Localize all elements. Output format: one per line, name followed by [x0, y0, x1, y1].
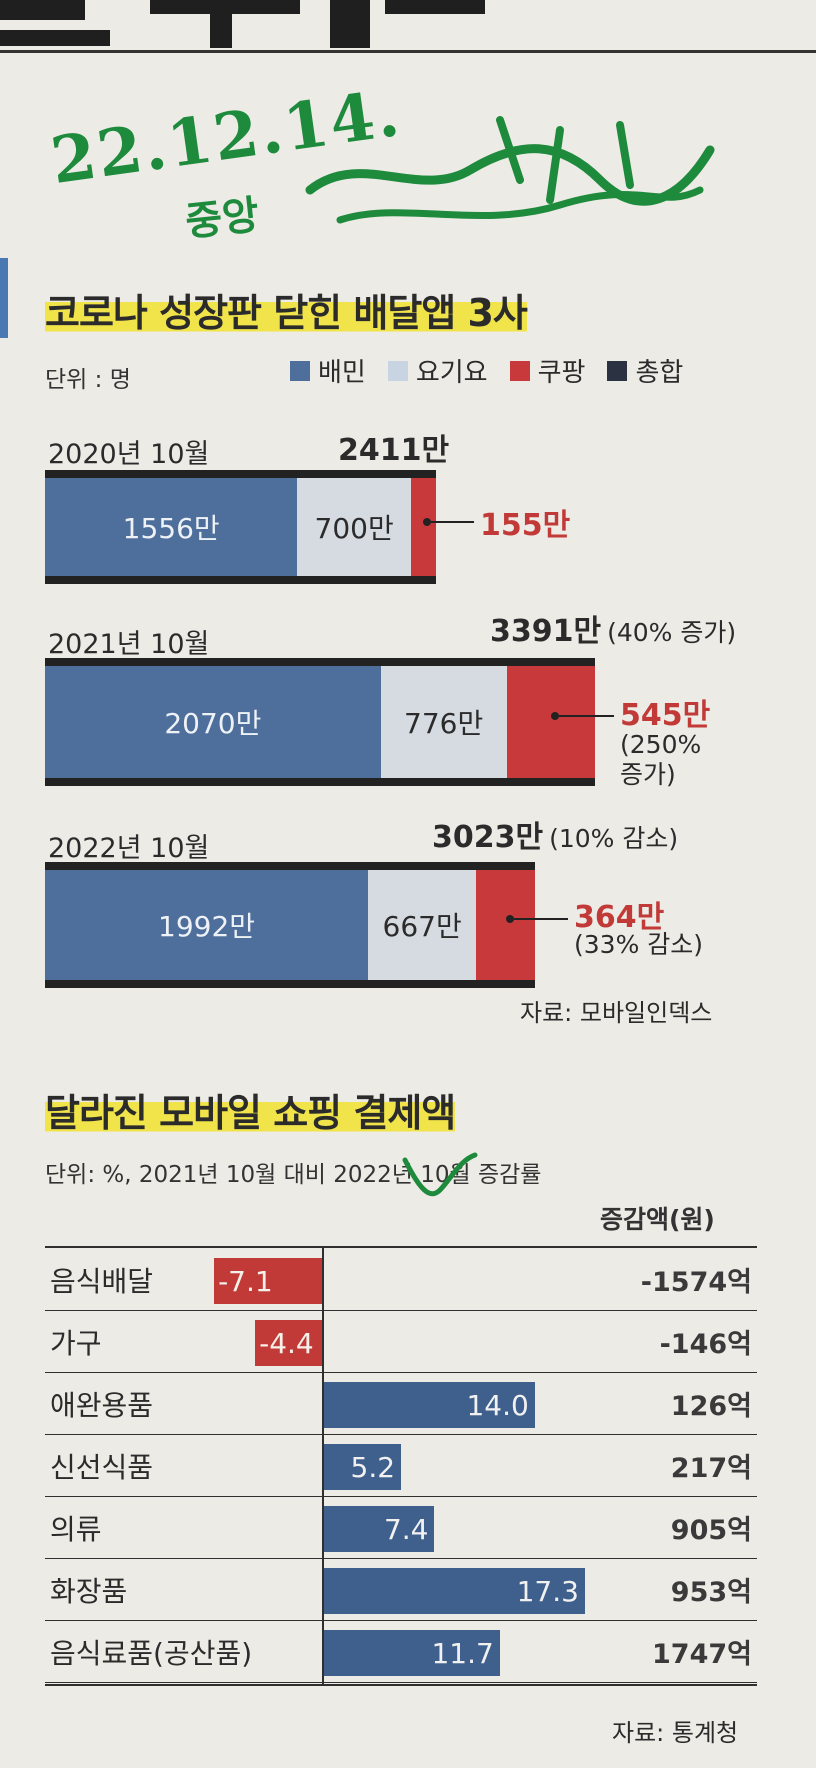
- legend-swatch-coupang: [509, 360, 530, 381]
- year-label-2021: 2021년 10월: [48, 629, 210, 660]
- value-bar: 7.4: [322, 1506, 435, 1552]
- total-2022: 3023만: [432, 820, 544, 855]
- legend-swatch-baemin: [290, 360, 310, 381]
- chart2-title: 달라진 모바일 쇼핑 결제액: [45, 1091, 456, 1135]
- chart2-header-rule: [45, 1246, 757, 1248]
- chart1-legend: 배민 요기요 쿠팡 총합: [290, 352, 683, 389]
- category-label: 음식료품(공산품): [50, 1637, 253, 1670]
- legend-label-yogiyo: 요기요: [415, 358, 488, 388]
- year-label-2022: 2022년 10월: [48, 833, 210, 864]
- coupang-callout-2020: 155만: [480, 508, 571, 543]
- coupang-callout-2022: 364만: [574, 900, 665, 935]
- handwritten-note: 중앙: [183, 191, 262, 246]
- total-group-2022: 3023만 (10% 감소): [432, 812, 678, 856]
- legend-item-baemin: 배민: [290, 352, 366, 389]
- handwritten-scribble: [305, 116, 715, 224]
- row-divider: [45, 1372, 757, 1373]
- row-divider: [45, 1620, 757, 1621]
- zero-axis: [322, 1246, 324, 1684]
- category-label: 애완용품: [50, 1389, 154, 1422]
- amount-label: 953억: [670, 1577, 752, 1608]
- value-bar: -4.4: [255, 1320, 322, 1366]
- legend-item-coupang: 쿠팡: [509, 352, 586, 389]
- amount-column-header: 증감액(원): [600, 1205, 715, 1234]
- bar-segment-coupang-2021: [506, 666, 595, 778]
- legend-item-total: 총합: [607, 352, 683, 389]
- total-group-2021: 3391만 (40% 증가): [490, 606, 736, 650]
- leader-dot: [423, 518, 432, 526]
- bar-segment-yogiyo-2022: 667만: [368, 870, 477, 980]
- leader-dot: [505, 915, 514, 923]
- total-note-2022: (10% 감소): [549, 824, 679, 853]
- bar-segment-coupang-2022: [476, 870, 536, 980]
- bar-segment-baemin-2022: 1992만: [45, 870, 369, 980]
- row-divider: [45, 1310, 757, 1311]
- total-note-2021: (40% 증가): [607, 618, 737, 647]
- bar-segment-baemin-2020: 1556만: [45, 478, 298, 576]
- category-label: 의류: [50, 1513, 102, 1546]
- leader-line: [558, 715, 614, 717]
- bar-segment-baemin-2021: 2070만: [45, 666, 381, 778]
- headline-rule: [0, 50, 816, 53]
- coupang-note-2022: (33% 감소): [574, 930, 704, 959]
- legend-swatch-yogiyo: [387, 360, 408, 381]
- amount-label: -146억: [659, 1329, 752, 1360]
- amount-label: 1747억: [652, 1639, 752, 1670]
- chart1-unit: 단위 : 명: [45, 367, 131, 393]
- coupang-note-2021: (250% 증가): [620, 730, 702, 789]
- leader-2021: [550, 712, 614, 720]
- legend-swatch-total: [607, 360, 628, 381]
- stacked-bar-2021: 2070만 776만: [45, 658, 595, 786]
- value-bar: 17.3: [322, 1568, 585, 1614]
- category-label: 신선식품: [50, 1451, 154, 1484]
- value-bar: -7.1: [214, 1258, 322, 1304]
- stacked-bar-2022: 1992만 667만: [45, 862, 536, 988]
- category-label: 화장품: [50, 1575, 128, 1608]
- stacked-bar-2020: 1556만 700만: [45, 470, 437, 584]
- leader-dot: [550, 712, 559, 720]
- row-divider: [45, 1558, 757, 1559]
- leader-line: [513, 918, 568, 920]
- total-2020: 2411만: [338, 433, 450, 468]
- bar-segment-yogiyo-2021: 776만: [380, 666, 507, 778]
- amount-label: -1574억: [640, 1267, 752, 1298]
- legend-label-baemin: 배민: [318, 358, 366, 388]
- amount-label: 217억: [670, 1453, 752, 1484]
- amount-label: 126억: [670, 1391, 752, 1422]
- leader-line: [431, 521, 474, 523]
- row-divider: [45, 1496, 757, 1497]
- left-edge-marker: [0, 258, 8, 338]
- chart2-source: 자료: 통계청: [612, 1719, 739, 1747]
- handwritten-checkmark: [402, 1152, 478, 1197]
- row-divider: [45, 1434, 757, 1435]
- coupang-callout-2021: 545만: [620, 698, 711, 733]
- legend-label-coupang: 쿠팡: [537, 358, 586, 388]
- value-bar: 5.2: [322, 1444, 402, 1490]
- bar-segment-yogiyo-2020: 700만: [297, 478, 411, 576]
- category-label: 음식배달: [50, 1265, 154, 1298]
- row-divider: [45, 1682, 757, 1683]
- legend-label-total: 총합: [635, 358, 684, 388]
- value-bar: 11.7: [322, 1630, 500, 1676]
- bar-segment-coupang-2020: [410, 478, 437, 576]
- chart2-bottom-rule: [45, 1684, 757, 1686]
- amount-label: 905억: [670, 1515, 752, 1546]
- value-bar: 14.0: [322, 1382, 535, 1428]
- leader-2022: [505, 915, 568, 923]
- leader-2020: [423, 518, 474, 526]
- chart1-title: 코로나 성장판 닫힌 배달앱 3사: [45, 291, 528, 335]
- headline-fragment: [0, 0, 816, 50]
- year-label-2020: 2020년 10월: [48, 439, 210, 470]
- legend-item-yogiyo: 요기요: [387, 352, 488, 389]
- chart1-source: 자료: 모바일인덱스: [520, 999, 713, 1027]
- category-label: 가구: [50, 1327, 102, 1360]
- total-2021: 3391만: [490, 614, 602, 649]
